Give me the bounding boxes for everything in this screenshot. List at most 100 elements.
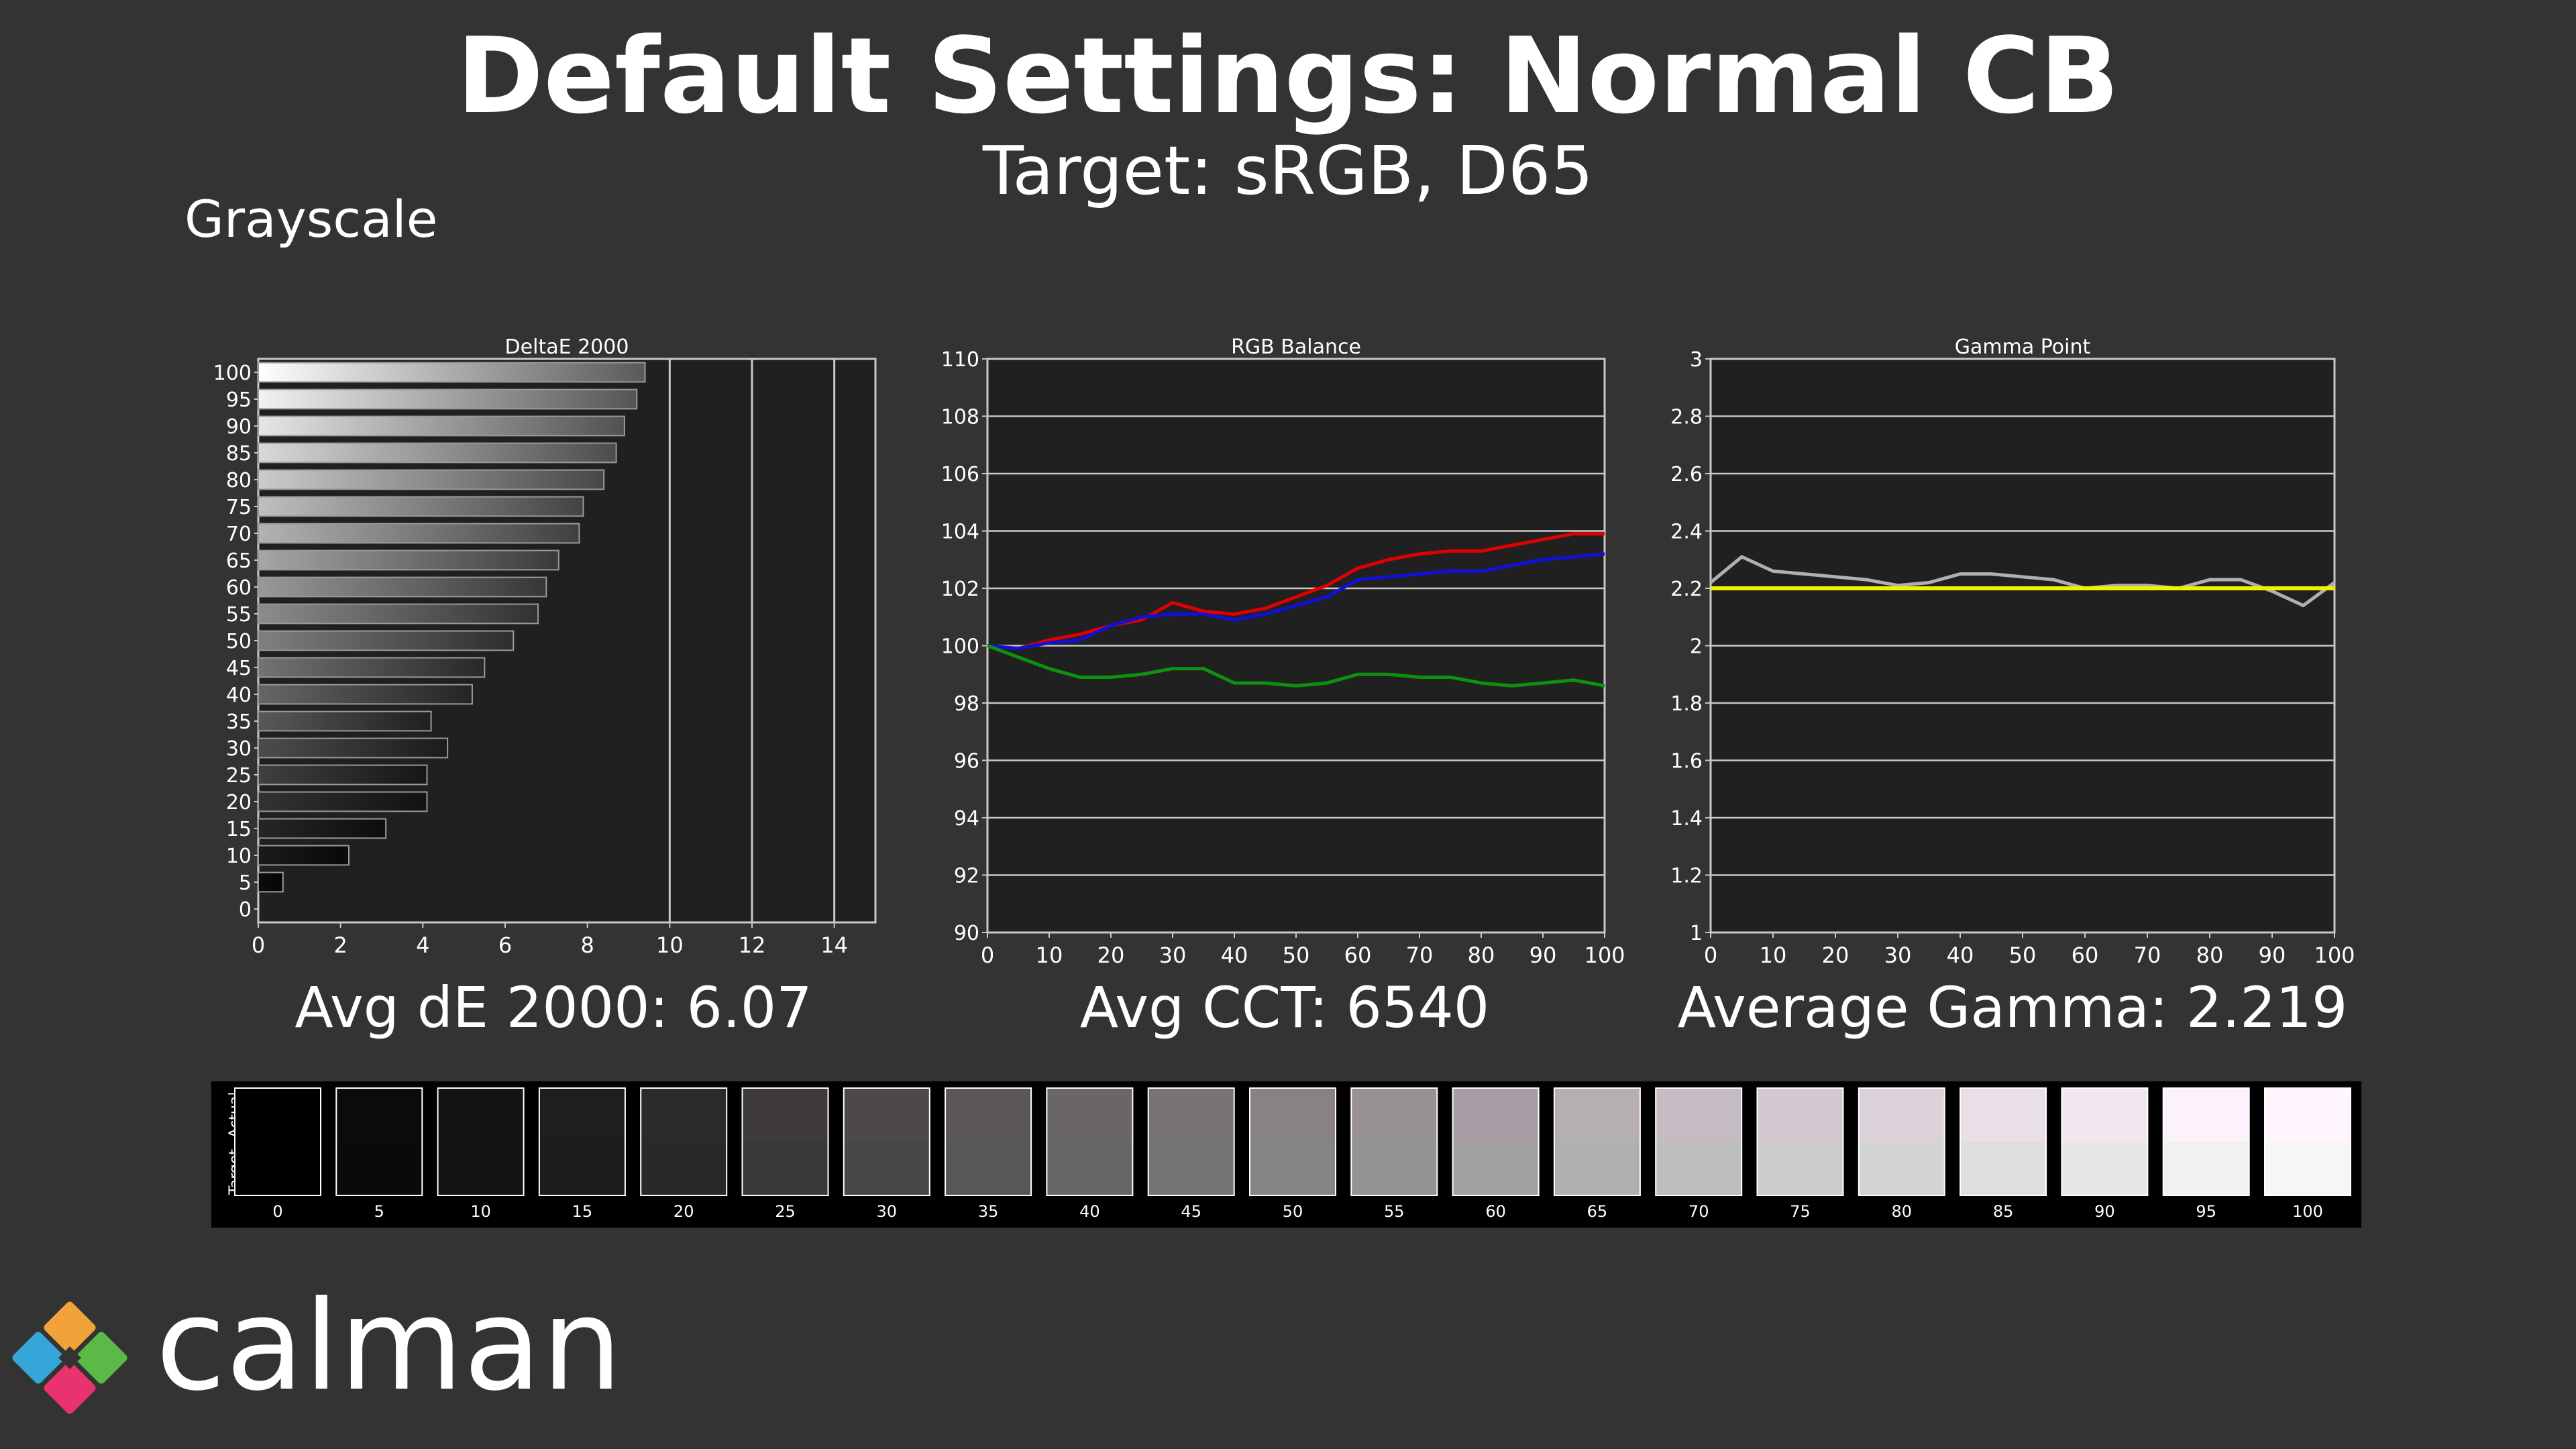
gamma-x-tick-label: 20 bbox=[1822, 943, 1849, 968]
deltae-category-label: 20 bbox=[226, 791, 252, 814]
deltae-bar bbox=[258, 657, 486, 678]
swatch-actual bbox=[1351, 1088, 1438, 1142]
swatch-border bbox=[2162, 1087, 2250, 1196]
deltae-bar bbox=[258, 523, 580, 544]
deltae-category-label: 45 bbox=[226, 657, 252, 680]
rgb-x-tick-label: 70 bbox=[1406, 943, 1434, 968]
calman-logo-mark bbox=[12, 1301, 127, 1414]
rgb-x-tick-label: 100 bbox=[1584, 943, 1625, 968]
swatch-target bbox=[1757, 1142, 1843, 1195]
deltae-bar bbox=[258, 549, 559, 571]
rgb-x-tick-label: 40 bbox=[1221, 943, 1248, 968]
swatch-border bbox=[1960, 1087, 2047, 1196]
section-heading: Grayscale bbox=[184, 189, 438, 249]
gamma-title: Gamma Point bbox=[1955, 335, 2091, 359]
deltae-category-label: 95 bbox=[226, 388, 252, 412]
deltae-category-label: 80 bbox=[226, 469, 252, 492]
swatch-border bbox=[1655, 1087, 1743, 1196]
swatch-border bbox=[1147, 1087, 1235, 1196]
rgb-y-tick-label: 106 bbox=[941, 463, 979, 486]
swatch-level-label: 75 bbox=[1790, 1202, 1811, 1221]
swatch-border bbox=[1756, 1087, 1844, 1196]
page-title: Default Settings: Normal CB bbox=[456, 15, 2120, 137]
swatch-level-label: 25 bbox=[775, 1202, 796, 1221]
swatch-actual bbox=[1656, 1088, 1742, 1142]
swatch-target bbox=[1351, 1142, 1438, 1195]
deltae-bar bbox=[258, 469, 605, 490]
deltae-bar bbox=[258, 845, 350, 866]
rgb-balance-chart: RGB Balance 90 92 94 96 98 100 102 104 106 108 110 0… bbox=[941, 335, 1625, 968]
rgb-x-tick-label: 10 bbox=[1036, 943, 1063, 968]
gamma-x-tick-label: 10 bbox=[1760, 943, 1787, 968]
deltae-chart: DeltaE 200005101520253035404550556065707… bbox=[213, 335, 877, 958]
swatch-level-label: 65 bbox=[1587, 1202, 1608, 1221]
deltae-category-label: 40 bbox=[226, 684, 252, 707]
gamma-y-tick-label: 2.6 bbox=[1670, 463, 1703, 486]
deltae-category-label: 50 bbox=[226, 630, 252, 653]
gamma-y-tick-label: 2 bbox=[1690, 635, 1703, 659]
calman-logo-text: calman bbox=[156, 1295, 623, 1419]
deltae-bar bbox=[258, 442, 617, 464]
grayscale-swatch-panel: ActualTarget0510152025303540455055606570… bbox=[211, 1081, 2361, 1228]
swatch-level-label: 50 bbox=[1283, 1202, 1303, 1221]
deltae-category-label: 55 bbox=[226, 603, 252, 627]
gamma-y-tick-label: 1.4 bbox=[1670, 807, 1703, 830]
rgb-title: RGB Balance bbox=[1231, 335, 1361, 359]
swatch-actual bbox=[1148, 1088, 1234, 1142]
rgb-y-tick-label: 98 bbox=[954, 692, 979, 716]
swatch-actual bbox=[641, 1088, 727, 1142]
swatch-actual bbox=[539, 1088, 625, 1142]
swatch-level-label: 100 bbox=[2292, 1202, 2323, 1221]
swatch-border bbox=[335, 1087, 423, 1196]
page-subtitle: Target: sRGB, D65 bbox=[982, 131, 1594, 210]
swatch-target bbox=[1554, 1142, 1640, 1195]
swatch-border bbox=[2061, 1087, 2149, 1196]
swatch-actual bbox=[1046, 1088, 1133, 1142]
swatch-target bbox=[945, 1142, 1032, 1195]
swatch-target bbox=[1656, 1142, 1742, 1195]
gamma-x-tick-label: 30 bbox=[1884, 943, 1912, 968]
swatch-border bbox=[1046, 1087, 1134, 1196]
swatch-actual bbox=[2163, 1088, 2249, 1142]
swatch-border bbox=[234, 1087, 321, 1196]
deltae-x-tick-label: 6 bbox=[498, 932, 512, 958]
deltae-bar bbox=[258, 388, 638, 410]
swatch-target bbox=[336, 1142, 423, 1195]
swatch-border bbox=[1452, 1087, 1540, 1196]
rgb-series-line bbox=[987, 532, 1605, 651]
deltae-bar bbox=[258, 791, 428, 812]
swatch-target bbox=[1452, 1142, 1539, 1195]
rgb-x-tick-label: 50 bbox=[1283, 943, 1310, 968]
rgb-y-tick-label: 96 bbox=[954, 750, 979, 773]
swatch-level-label: 95 bbox=[2196, 1202, 2216, 1221]
swatch-border bbox=[741, 1087, 829, 1196]
swatch-level-label: 70 bbox=[1688, 1202, 1709, 1221]
swatch-level-label: 80 bbox=[1892, 1202, 1913, 1221]
deltae-category-label: 65 bbox=[226, 549, 252, 573]
swatch-actual bbox=[843, 1088, 930, 1142]
gamma-x-tick-label: 40 bbox=[1947, 943, 1974, 968]
gamma-y-tick-label: 3 bbox=[1690, 348, 1703, 372]
swatch-level-label: 30 bbox=[877, 1202, 898, 1221]
swatch-target bbox=[437, 1142, 524, 1195]
gamma-x-tick-label: 80 bbox=[2196, 943, 2224, 968]
swatch-border bbox=[843, 1087, 930, 1196]
swatch-strip: ActualTarget0510152025303540455055606570… bbox=[227, 1087, 2351, 1221]
deltae-bar bbox=[258, 871, 284, 893]
swatch-level-label: 45 bbox=[1181, 1202, 1201, 1221]
swatch-actual bbox=[1858, 1088, 1945, 1142]
swatch-level-label: 20 bbox=[674, 1202, 694, 1221]
gamma-y-tick-label: 2.8 bbox=[1670, 406, 1703, 429]
gamma-x-tick-label: 70 bbox=[2134, 943, 2161, 968]
swatch-actual bbox=[235, 1088, 321, 1142]
deltae-x-tick-label: 0 bbox=[252, 932, 265, 958]
avg-cct-metric: Avg CCT: 6540 bbox=[1079, 975, 1490, 1040]
swatch-border bbox=[1553, 1087, 1641, 1196]
deltae-bar bbox=[258, 603, 539, 625]
deltae-category-label: 35 bbox=[226, 710, 252, 734]
swatch-actual bbox=[2061, 1088, 2148, 1142]
gamma-x-tick-label: 100 bbox=[2314, 943, 2355, 968]
deltae-x-tick-label: 12 bbox=[739, 932, 766, 958]
gamma-y-tick-label: 1.2 bbox=[1670, 865, 1703, 888]
